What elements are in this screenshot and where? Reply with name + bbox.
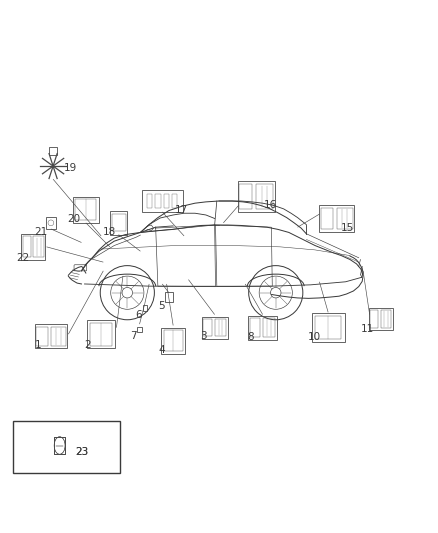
Bar: [110, 211, 127, 235]
Bar: [263, 318, 276, 337]
Text: 3: 3: [201, 332, 207, 341]
Text: 15: 15: [341, 223, 354, 233]
Bar: [337, 208, 353, 229]
Bar: [90, 323, 113, 345]
Text: 2: 2: [85, 340, 92, 350]
Bar: [248, 316, 277, 340]
Bar: [75, 199, 96, 220]
Bar: [141, 190, 183, 212]
Text: 18: 18: [102, 228, 116, 237]
Bar: [165, 292, 173, 302]
Text: 11: 11: [361, 325, 374, 334]
Bar: [215, 319, 226, 336]
Bar: [54, 437, 65, 454]
Bar: [143, 305, 147, 311]
Bar: [112, 214, 126, 231]
Bar: [256, 184, 273, 209]
Bar: [164, 195, 169, 207]
Bar: [155, 195, 161, 207]
Text: 4: 4: [159, 345, 166, 356]
Text: 20: 20: [67, 214, 80, 224]
Bar: [73, 197, 99, 223]
Text: 16: 16: [264, 199, 277, 209]
Text: 7: 7: [131, 332, 137, 341]
Text: 5: 5: [158, 301, 165, 311]
Bar: [319, 205, 354, 231]
Text: 8: 8: [247, 332, 254, 342]
Bar: [237, 181, 275, 212]
Bar: [46, 217, 56, 229]
Bar: [163, 330, 183, 351]
Bar: [240, 184, 252, 209]
Text: 6: 6: [135, 310, 142, 320]
Bar: [368, 308, 392, 330]
Bar: [147, 195, 152, 207]
Bar: [312, 313, 345, 342]
Bar: [138, 327, 142, 333]
Bar: [87, 320, 115, 349]
Text: 23: 23: [75, 448, 88, 457]
Bar: [161, 328, 185, 354]
Text: 21: 21: [34, 228, 47, 237]
Text: 22: 22: [16, 253, 29, 263]
Bar: [49, 147, 57, 155]
Text: 19: 19: [64, 163, 77, 173]
Bar: [36, 327, 48, 346]
Bar: [201, 317, 228, 338]
Bar: [54, 437, 65, 454]
Bar: [33, 236, 44, 257]
Bar: [321, 208, 333, 229]
Bar: [370, 310, 378, 328]
Text: 1: 1: [35, 340, 41, 350]
Bar: [250, 318, 260, 337]
Bar: [35, 325, 67, 349]
Bar: [23, 236, 31, 257]
Bar: [172, 195, 177, 207]
Text: 17: 17: [175, 205, 188, 215]
Bar: [21, 234, 46, 260]
Text: 10: 10: [307, 332, 321, 342]
Text: 23: 23: [75, 448, 88, 457]
Bar: [51, 327, 66, 346]
Bar: [381, 310, 391, 328]
Bar: [13, 421, 120, 473]
Bar: [315, 316, 341, 339]
Bar: [203, 319, 212, 336]
